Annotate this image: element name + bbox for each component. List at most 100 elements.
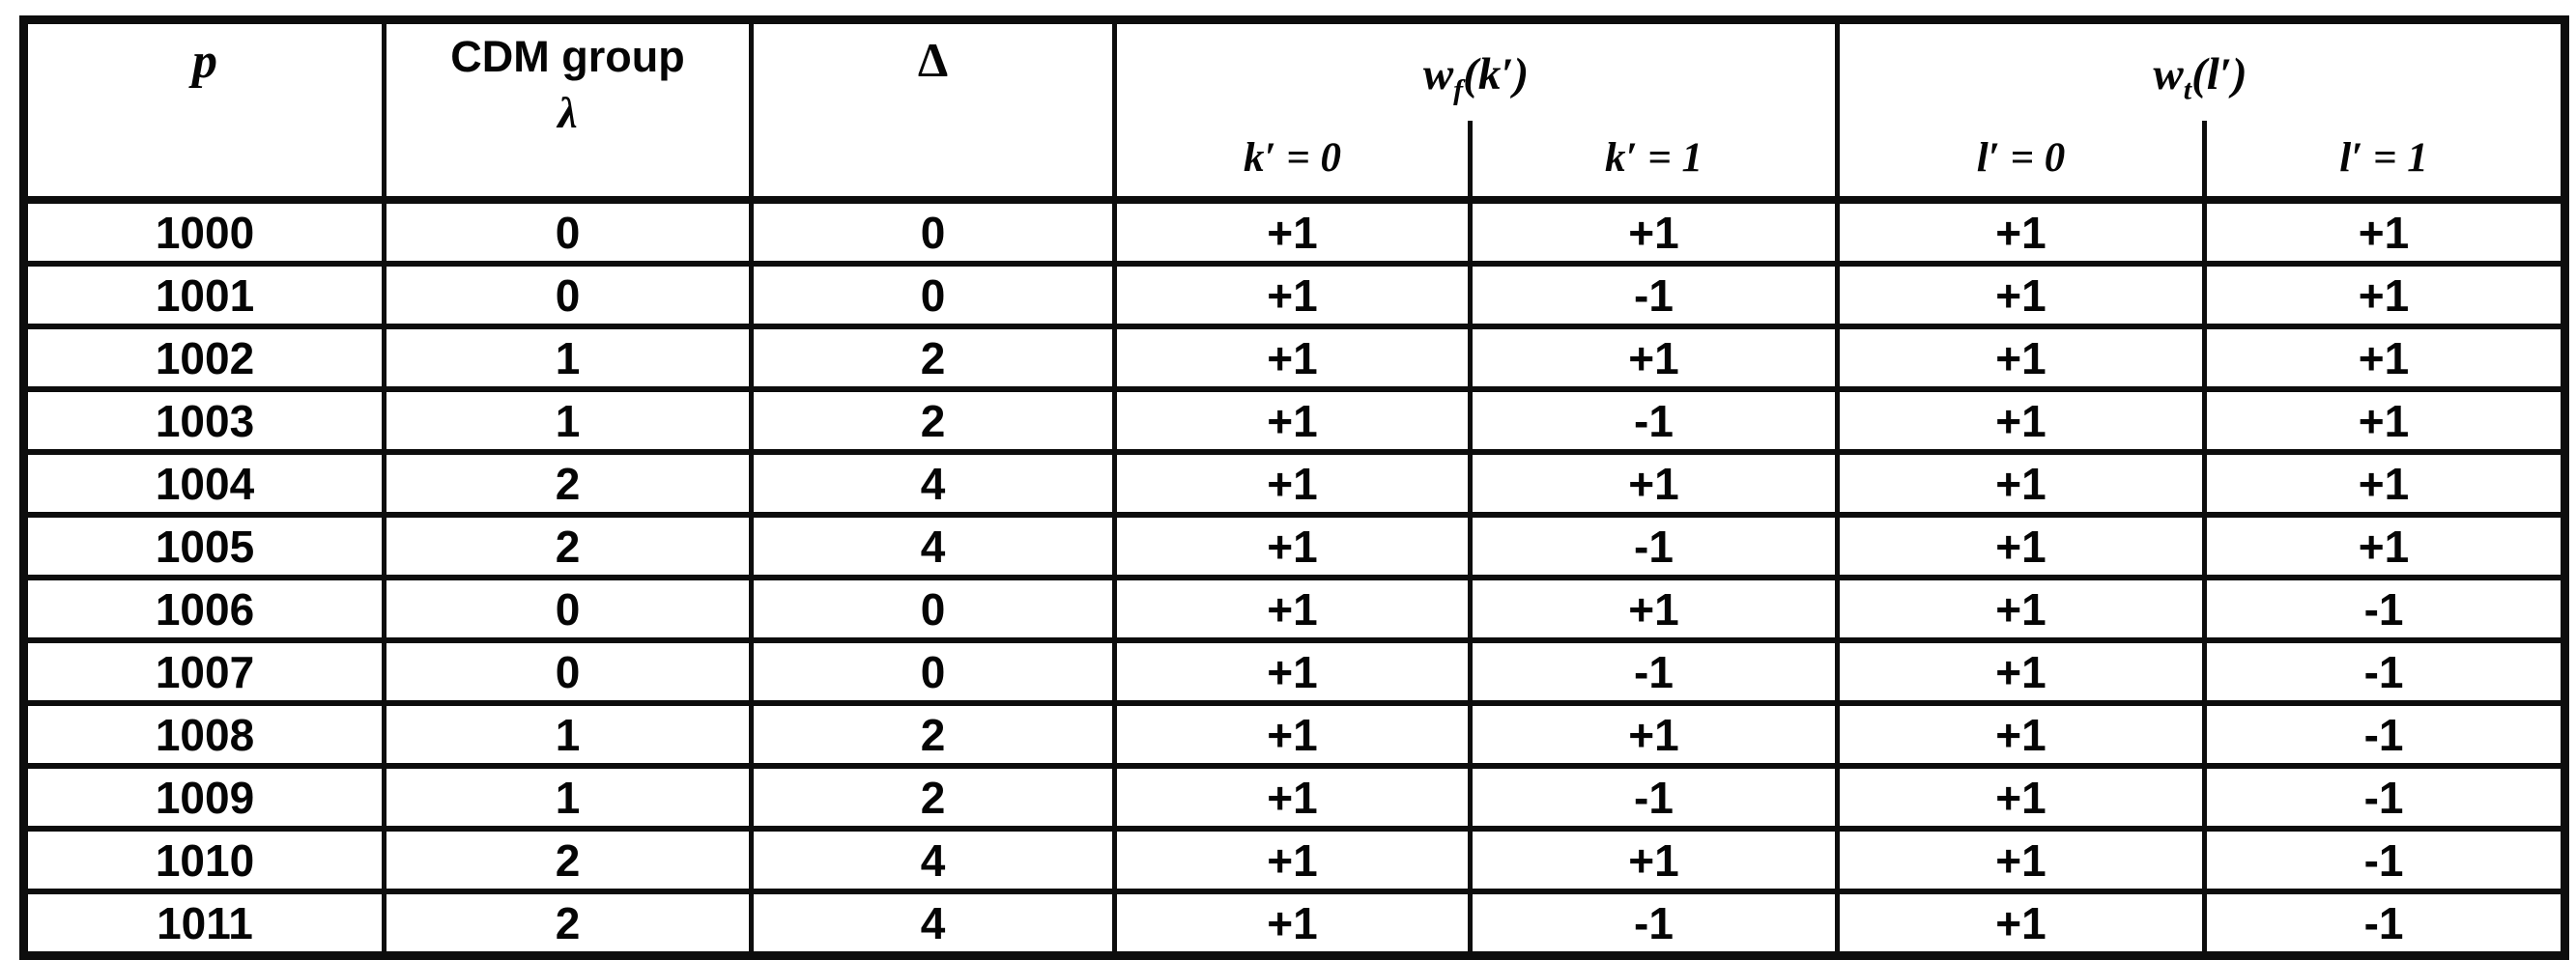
delta-symbol: Δ [917, 33, 949, 87]
table-row: 1001 0 0 +1 -1 +1 +1 [21, 261, 2568, 329]
cell-wf-k0: +1 [1112, 386, 1473, 455]
col-header-wt: wt(l′) [1835, 16, 2568, 121]
cell-wt-l0: +1 [1835, 575, 2208, 643]
cell-wt-l0: +1 [1835, 197, 2208, 267]
cell-wf-k1: +1 [1467, 826, 1841, 894]
cell-delta: 2 [749, 386, 1117, 455]
cell-cdm-group: 0 [382, 575, 754, 643]
cell-cdm-group: 1 [382, 700, 754, 769]
lambda-symbol: λ [558, 88, 578, 138]
cell-delta: 0 [749, 261, 1117, 329]
cell-wt-l1: -1 [2202, 826, 2568, 894]
cell-wt-l1: -1 [2202, 575, 2568, 643]
cell-wt-l0: +1 [1835, 449, 2208, 518]
wt-formula: wt(l′) [2153, 48, 2247, 106]
cell-p: 1005 [21, 512, 386, 580]
cell-wf-k1: +1 [1467, 449, 1841, 518]
cell-wt-l0: +1 [1835, 261, 2208, 329]
cell-p: 1007 [21, 637, 386, 706]
cell-wf-k1: -1 [1467, 637, 1841, 706]
cell-p: 1001 [21, 261, 386, 329]
wf-formula: wf(k′) [1422, 48, 1530, 106]
header-row-groups: p CDM group λ Δ wf(k′) wt(l′) [21, 16, 2568, 204]
cell-p: 1008 [21, 700, 386, 769]
cell-wt-l0: +1 [1835, 324, 2208, 392]
cell-wf-k1: -1 [1467, 261, 1841, 329]
cell-wf-k0: +1 [1112, 889, 1473, 959]
cell-p: 1000 [21, 197, 386, 267]
table-row: 1006 0 0 +1 +1 +1 -1 [21, 575, 2568, 643]
table-row: 1009 1 2 +1 -1 +1 -1 [21, 763, 2568, 832]
cell-p: 1004 [21, 449, 386, 518]
cell-cdm-group: 2 [382, 512, 754, 580]
col-subheader-l0: l′ = 0 [1835, 120, 2208, 205]
cell-wt-l0: +1 [1835, 512, 2208, 580]
cell-cdm-group: 2 [382, 826, 754, 894]
cell-wt-l1: -1 [2202, 763, 2568, 832]
cell-p: 1009 [21, 763, 386, 832]
cell-wt-l0: +1 [1835, 386, 2208, 455]
cell-wf-k1: -1 [1467, 763, 1841, 832]
col-subheader-k0: k′ = 0 [1112, 120, 1473, 205]
cell-cdm-group: 2 [382, 449, 754, 518]
cell-wf-k0: +1 [1112, 324, 1473, 392]
cell-wf-k1: +1 [1467, 700, 1841, 769]
cell-wf-k0: +1 [1112, 575, 1473, 643]
col-header-delta: Δ [749, 17, 1117, 204]
cell-wt-l0: +1 [1835, 763, 2208, 832]
cell-wf-k0: +1 [1112, 197, 1473, 267]
table-row: 1008 1 2 +1 +1 +1 -1 [21, 700, 2568, 769]
cell-wt-l1: +1 [2202, 197, 2568, 267]
cell-wt-l1: +1 [2202, 449, 2568, 518]
cell-wf-k0: +1 [1112, 826, 1473, 894]
cell-delta: 0 [749, 197, 1117, 267]
table-row: 1000 0 0 +1 +1 +1 +1 [21, 197, 2568, 267]
cell-p: 1011 [21, 889, 386, 959]
cell-wt-l0: +1 [1835, 826, 2208, 894]
cell-wf-k1: -1 [1467, 512, 1841, 580]
cdm-group-label: CDM group [450, 32, 685, 81]
cell-p: 1006 [21, 575, 386, 643]
cell-wt-l0: +1 [1835, 700, 2208, 769]
col-subheader-l1: l′ = 1 [2202, 120, 2568, 205]
col-header-cdm-group: CDM group λ [382, 17, 754, 204]
cell-wf-k0: +1 [1112, 637, 1473, 706]
table-row: 1010 2 4 +1 +1 +1 -1 [21, 826, 2568, 894]
cell-delta: 4 [749, 889, 1117, 959]
cell-delta: 4 [749, 512, 1117, 580]
cell-cdm-group: 0 [382, 261, 754, 329]
cell-p: 1003 [21, 386, 386, 455]
cell-cdm-group: 1 [382, 763, 754, 832]
cell-wf-k1: -1 [1467, 889, 1841, 959]
col-subheader-k1: k′ = 1 [1467, 120, 1841, 205]
cell-p: 1010 [21, 826, 386, 894]
cell-wt-l0: +1 [1835, 889, 2208, 959]
cell-wt-l1: +1 [2202, 261, 2568, 329]
cell-delta: 0 [749, 637, 1117, 706]
cell-delta: 0 [749, 575, 1117, 643]
table-row: 1007 0 0 +1 -1 +1 -1 [21, 637, 2568, 706]
cell-delta: 2 [749, 324, 1117, 392]
col-header-p: p [21, 17, 386, 204]
table-row: 1004 2 4 +1 +1 +1 +1 [21, 449, 2568, 518]
table-row: 1005 2 4 +1 -1 +1 +1 [21, 512, 2568, 580]
cell-delta: 2 [749, 700, 1117, 769]
cell-cdm-group: 1 [382, 324, 754, 392]
cell-wf-k1: +1 [1467, 324, 1841, 392]
cell-wt-l1: -1 [2202, 637, 2568, 706]
header-row-subcolumns: k′ = 0 k′ = 1 l′ = 0 l′ = 1 [24, 120, 2568, 205]
cell-wf-k1: -1 [1467, 386, 1841, 455]
cell-delta: 4 [749, 449, 1117, 518]
cell-wt-l1: +1 [2202, 386, 2568, 455]
col-header-wf: wf(k′) [1111, 16, 1841, 121]
cell-delta: 4 [749, 826, 1117, 894]
cell-wf-k0: +1 [1112, 261, 1473, 329]
cell-wf-k0: +1 [1112, 449, 1473, 518]
cell-p: 1002 [21, 324, 386, 392]
table-row: 1003 1 2 +1 -1 +1 +1 [21, 386, 2568, 455]
cell-wf-k1: +1 [1467, 197, 1841, 267]
cell-wt-l0: +1 [1835, 637, 2208, 706]
cell-wf-k0: +1 [1112, 700, 1473, 769]
p-symbol: p [192, 34, 217, 89]
